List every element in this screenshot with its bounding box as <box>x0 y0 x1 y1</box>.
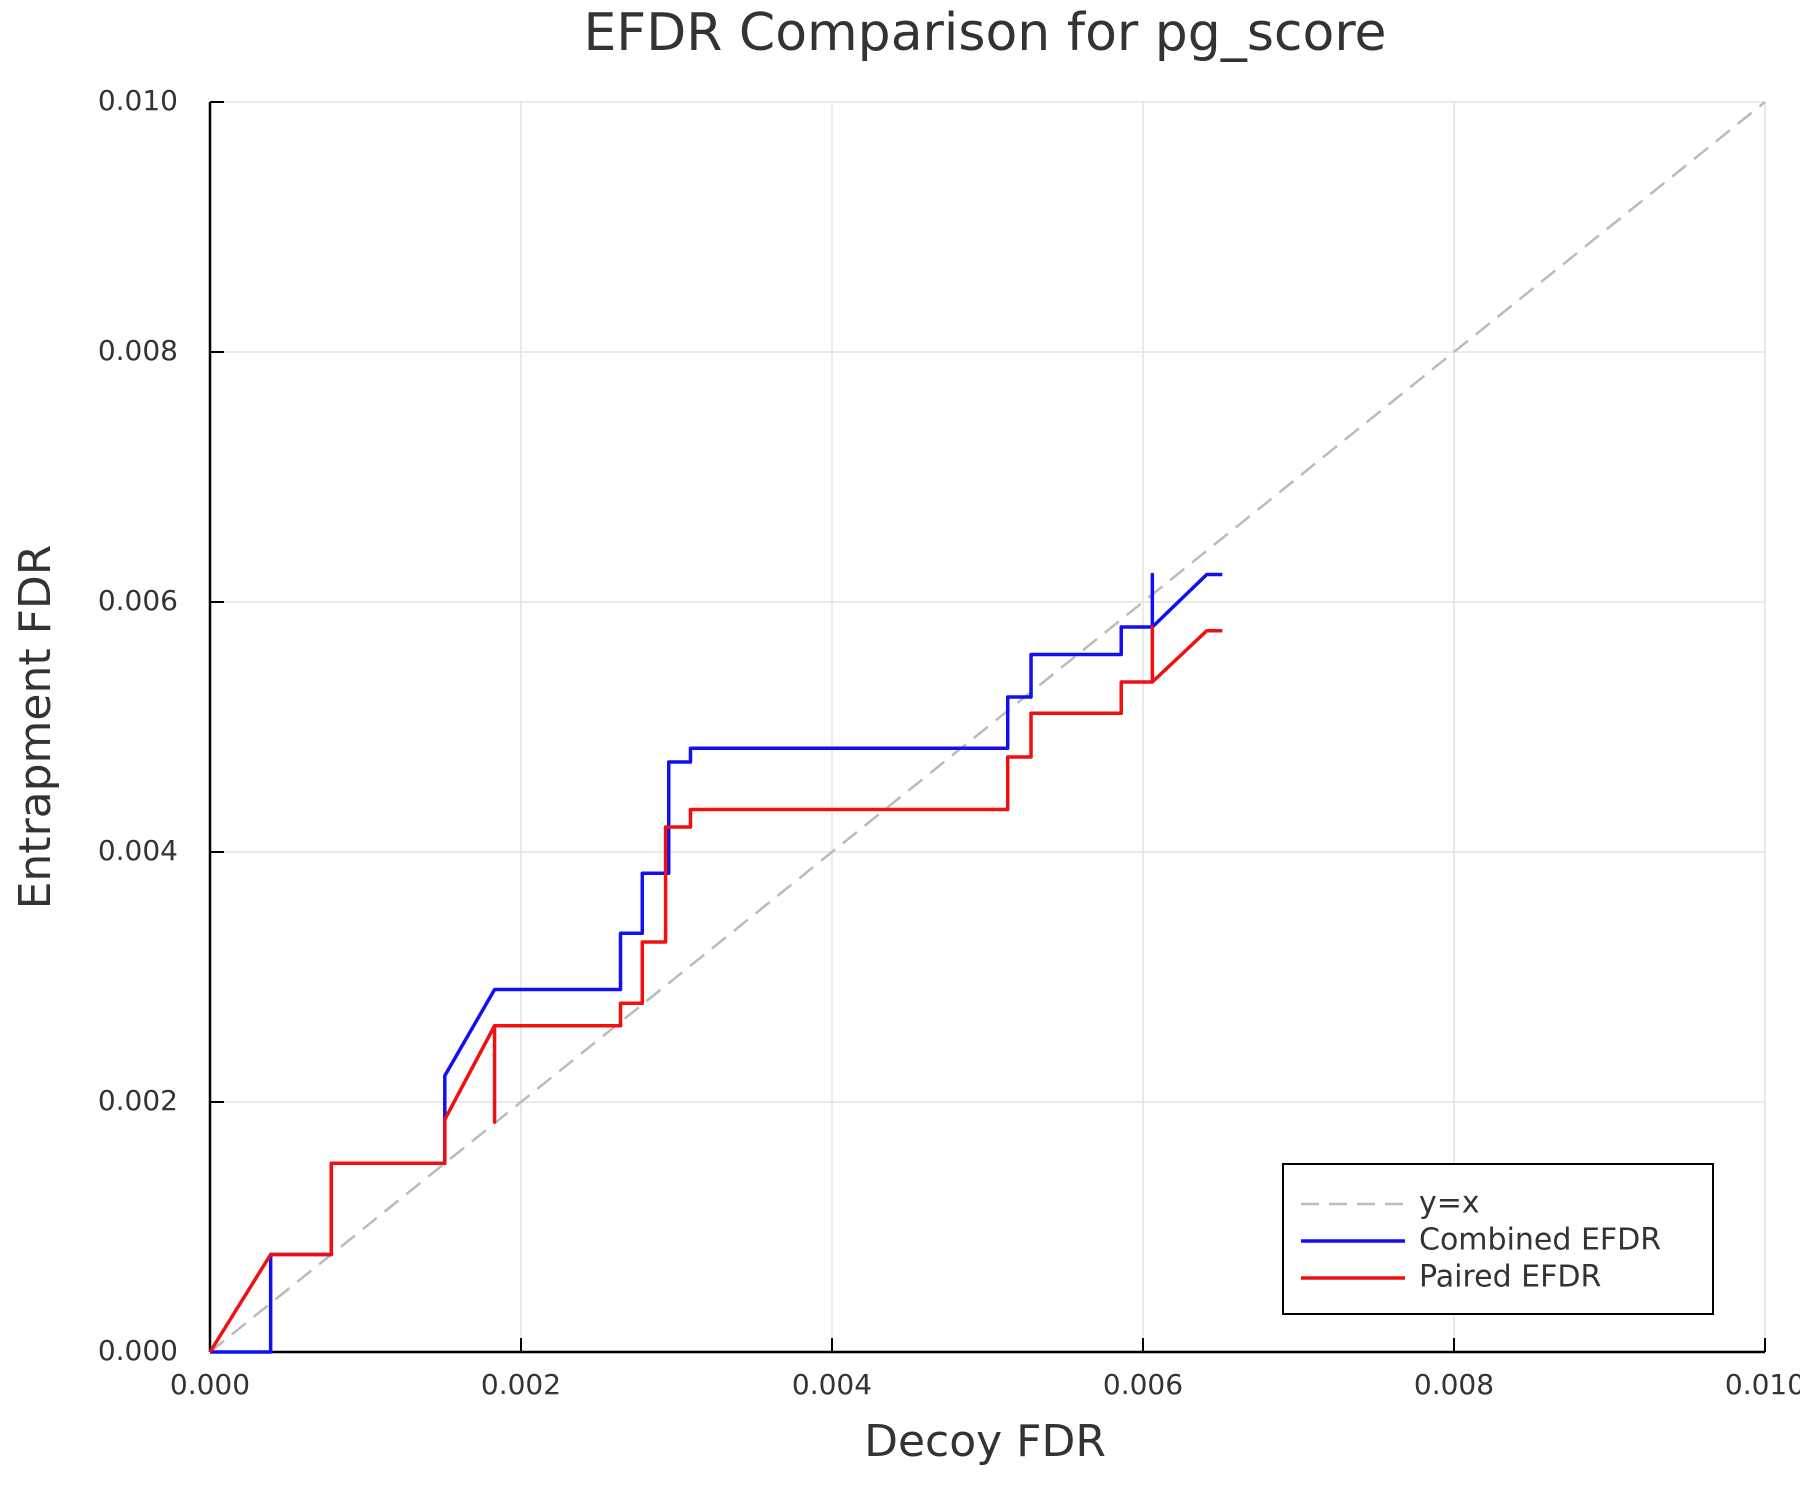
y-tick-label: 0.004 <box>98 834 178 867</box>
series-line <box>210 572 1223 1354</box>
x-tick-label: 0.006 <box>1103 1368 1183 1401</box>
x-tick-label: 0.010 <box>1725 1368 1800 1401</box>
y-tick-label: 0.010 <box>98 84 178 117</box>
x-tick-label: 0.000 <box>170 1368 250 1401</box>
y-tick-label: 0.000 <box>98 1334 178 1367</box>
x-tick-label: 0.002 <box>481 1368 561 1401</box>
y-tick-label: 0.002 <box>98 1084 178 1117</box>
series-line <box>209 101 1766 1353</box>
legend-label: y=x <box>1419 1186 1480 1221</box>
x-tick-label: 0.004 <box>792 1368 872 1401</box>
chart-title: EFDR Comparison for pg_score <box>583 3 1386 63</box>
legend-label: Combined EFDR <box>1419 1223 1661 1258</box>
y-axis-label: Entrapment FDR <box>10 545 61 910</box>
legend-box <box>1282 1163 1714 1315</box>
y-tick-label: 0.006 <box>98 584 178 617</box>
series-line <box>208 625 1223 1353</box>
x-axis-label: Decoy FDR <box>864 1416 1106 1467</box>
x-tick-label: 0.008 <box>1414 1368 1494 1401</box>
legend-label: Paired EFDR <box>1419 1260 1601 1295</box>
y-tick-label: 0.008 <box>98 334 178 367</box>
